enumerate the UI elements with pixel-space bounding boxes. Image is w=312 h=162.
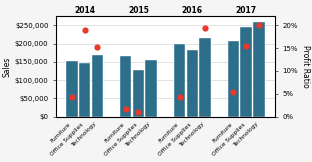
Y-axis label: Profit Ratio: Profit Ratio — [300, 45, 310, 88]
Bar — [187, 50, 198, 117]
Bar — [133, 70, 144, 117]
Y-axis label: Sales: Sales — [3, 56, 12, 77]
Bar — [253, 22, 265, 117]
Bar — [120, 56, 131, 117]
Bar — [228, 41, 239, 117]
Bar — [145, 60, 157, 117]
Bar — [91, 55, 103, 117]
Bar — [79, 63, 90, 117]
Bar — [241, 27, 252, 117]
Bar — [199, 38, 211, 117]
Bar — [174, 44, 185, 117]
Bar — [66, 61, 78, 117]
